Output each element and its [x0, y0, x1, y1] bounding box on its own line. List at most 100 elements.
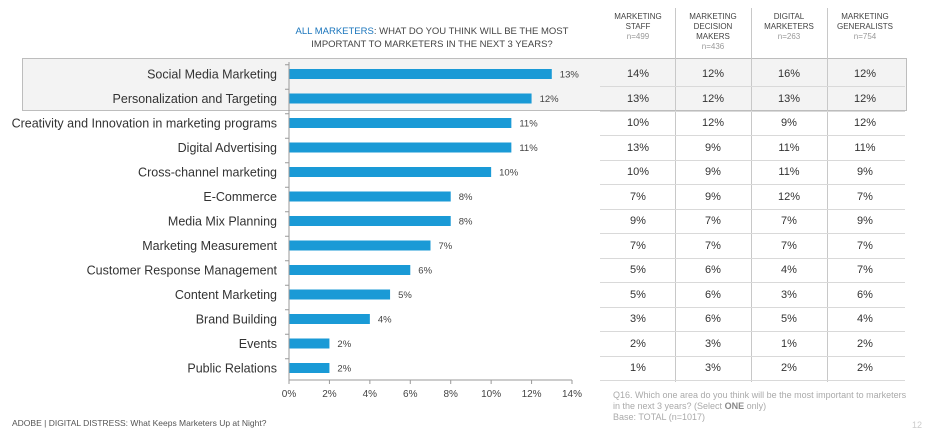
question-text-bold: ONE: [724, 401, 745, 411]
question-text-after: only): [744, 401, 767, 411]
table-cell: 7%: [705, 215, 721, 227]
table-cell: 6%: [857, 288, 873, 301]
category-label: Marketing Measurement: [142, 239, 277, 253]
table-cell: 13%: [626, 141, 650, 154]
table-cell: 12%: [853, 92, 877, 105]
table-cell: 9%: [630, 215, 646, 227]
column-header-line: MARKETERS: [764, 22, 814, 31]
page-number: 12: [912, 420, 923, 430]
table-cell: 16%: [777, 68, 801, 80]
table-cell: 6%: [705, 313, 721, 325]
column-header-line: STAFF: [625, 22, 651, 31]
table-cell: 11%: [854, 141, 876, 154]
table-cell: 7%: [857, 239, 873, 252]
category-label: Media Mix Planning: [168, 215, 277, 229]
x-tick-label: 2%: [322, 389, 337, 400]
x-tick-label: 4%: [363, 389, 378, 400]
row-divider: [600, 184, 905, 186]
x-tick-label: 12%: [522, 389, 542, 400]
column-header-line: GENERALISTS: [836, 22, 893, 31]
bar: [289, 265, 411, 275]
column-header: DIGITAL MARKETERS n=263: [754, 12, 824, 42]
question-base: Base: TOTAL (n=1017): [613, 412, 705, 422]
table-cell: 3%: [781, 288, 797, 301]
table-cell: 3%: [705, 337, 721, 350]
column-sample-size: n=263: [777, 32, 801, 41]
bar: [289, 142, 512, 153]
table-cell: 6%: [705, 288, 721, 301]
bar: [289, 69, 552, 79]
table-cell: 11%: [778, 141, 800, 154]
column-header-line: MAKERS: [696, 32, 730, 41]
table-cell: 12%: [701, 68, 725, 80]
bar: [289, 93, 532, 104]
category-label: Content Marketing: [175, 288, 277, 302]
bar-value-label: 11%: [519, 119, 538, 130]
bar-value-label: 7%: [439, 241, 453, 252]
table-cell: 10%: [626, 117, 650, 129]
bar-value-label: 2%: [337, 339, 351, 350]
table-cell: 13%: [626, 92, 650, 105]
x-tick-label: 0%: [282, 389, 297, 400]
column-header: MARKETING GENERALISTS n=754: [830, 12, 900, 42]
column-header-line: MARKETING: [841, 12, 889, 21]
table-cell: 2%: [857, 362, 873, 374]
category-label: Events: [239, 337, 277, 351]
chart-title-rest: : WHAT DO YOU THINK WILL BE THE MOST IMP…: [311, 26, 569, 50]
table-cell: 12%: [701, 92, 725, 105]
table-cell: 9%: [705, 166, 721, 178]
table-cell: 13%: [777, 92, 801, 105]
bar-value-label: 5%: [398, 290, 412, 301]
table-cell: 9%: [705, 141, 721, 154]
table-cell: 7%: [630, 239, 646, 252]
table-cell: 11%: [778, 166, 800, 178]
table-cell: 9%: [705, 190, 721, 203]
table-cell: 5%: [630, 288, 646, 301]
table-cell: 7%: [781, 239, 797, 252]
table-cell: 14%: [626, 68, 650, 80]
bar-value-label: 13%: [560, 70, 580, 81]
column-header-line: DIGITAL: [773, 12, 805, 21]
row-divider: [600, 159, 905, 161]
row-divider: [600, 208, 905, 210]
bar-value-label: 8%: [459, 192, 473, 203]
table-cell: 7%: [857, 264, 873, 276]
table-cell: 7%: [857, 190, 873, 203]
bar: [289, 338, 330, 349]
table-cell: 9%: [857, 166, 873, 178]
table-cell: 2%: [781, 362, 797, 374]
bar-value-label: 8%: [459, 217, 473, 228]
x-tick-label: 6%: [403, 389, 418, 400]
table-cell: 1%: [781, 337, 797, 350]
bar: [289, 240, 431, 251]
category-label: E-Commerce: [203, 190, 277, 204]
table-cell: 4%: [781, 264, 797, 276]
column-header: MARKETING STAFF n=499: [603, 12, 673, 42]
question-note: Q16. Which one area do you think will be…: [613, 390, 913, 423]
table-cell: 12%: [777, 190, 801, 203]
table-cell: 7%: [630, 190, 646, 203]
column-divider: [675, 8, 676, 382]
bar-value-label: 4%: [378, 315, 392, 326]
row-divider: [600, 86, 905, 88]
bar-value-label: 11%: [519, 143, 538, 154]
category-label: Digital Advertising: [178, 141, 277, 155]
bar-value-label: 10%: [499, 168, 519, 179]
chart-title: ALL MARKETERS: WHAT DO YOU THINK WILL BE…: [282, 25, 582, 51]
row-divider: [600, 380, 905, 382]
category-label: Customer Response Management: [87, 264, 278, 278]
category-label: Public Relations: [187, 362, 277, 376]
bar: [289, 363, 330, 373]
category-label: Cross-channel marketing: [138, 166, 277, 180]
row-divider: [600, 257, 905, 259]
table-cell: 7%: [705, 239, 721, 252]
x-tick-label: 14%: [562, 389, 582, 400]
column-header: MARKETING DECISION MAKERS n=436: [678, 12, 748, 52]
table-cell: 9%: [857, 215, 873, 227]
table-cell: 7%: [781, 215, 797, 227]
row-divider: [600, 110, 905, 112]
row-divider: [600, 331, 905, 333]
row-divider: [600, 135, 905, 137]
column-header-line: MARKETING: [689, 12, 737, 21]
